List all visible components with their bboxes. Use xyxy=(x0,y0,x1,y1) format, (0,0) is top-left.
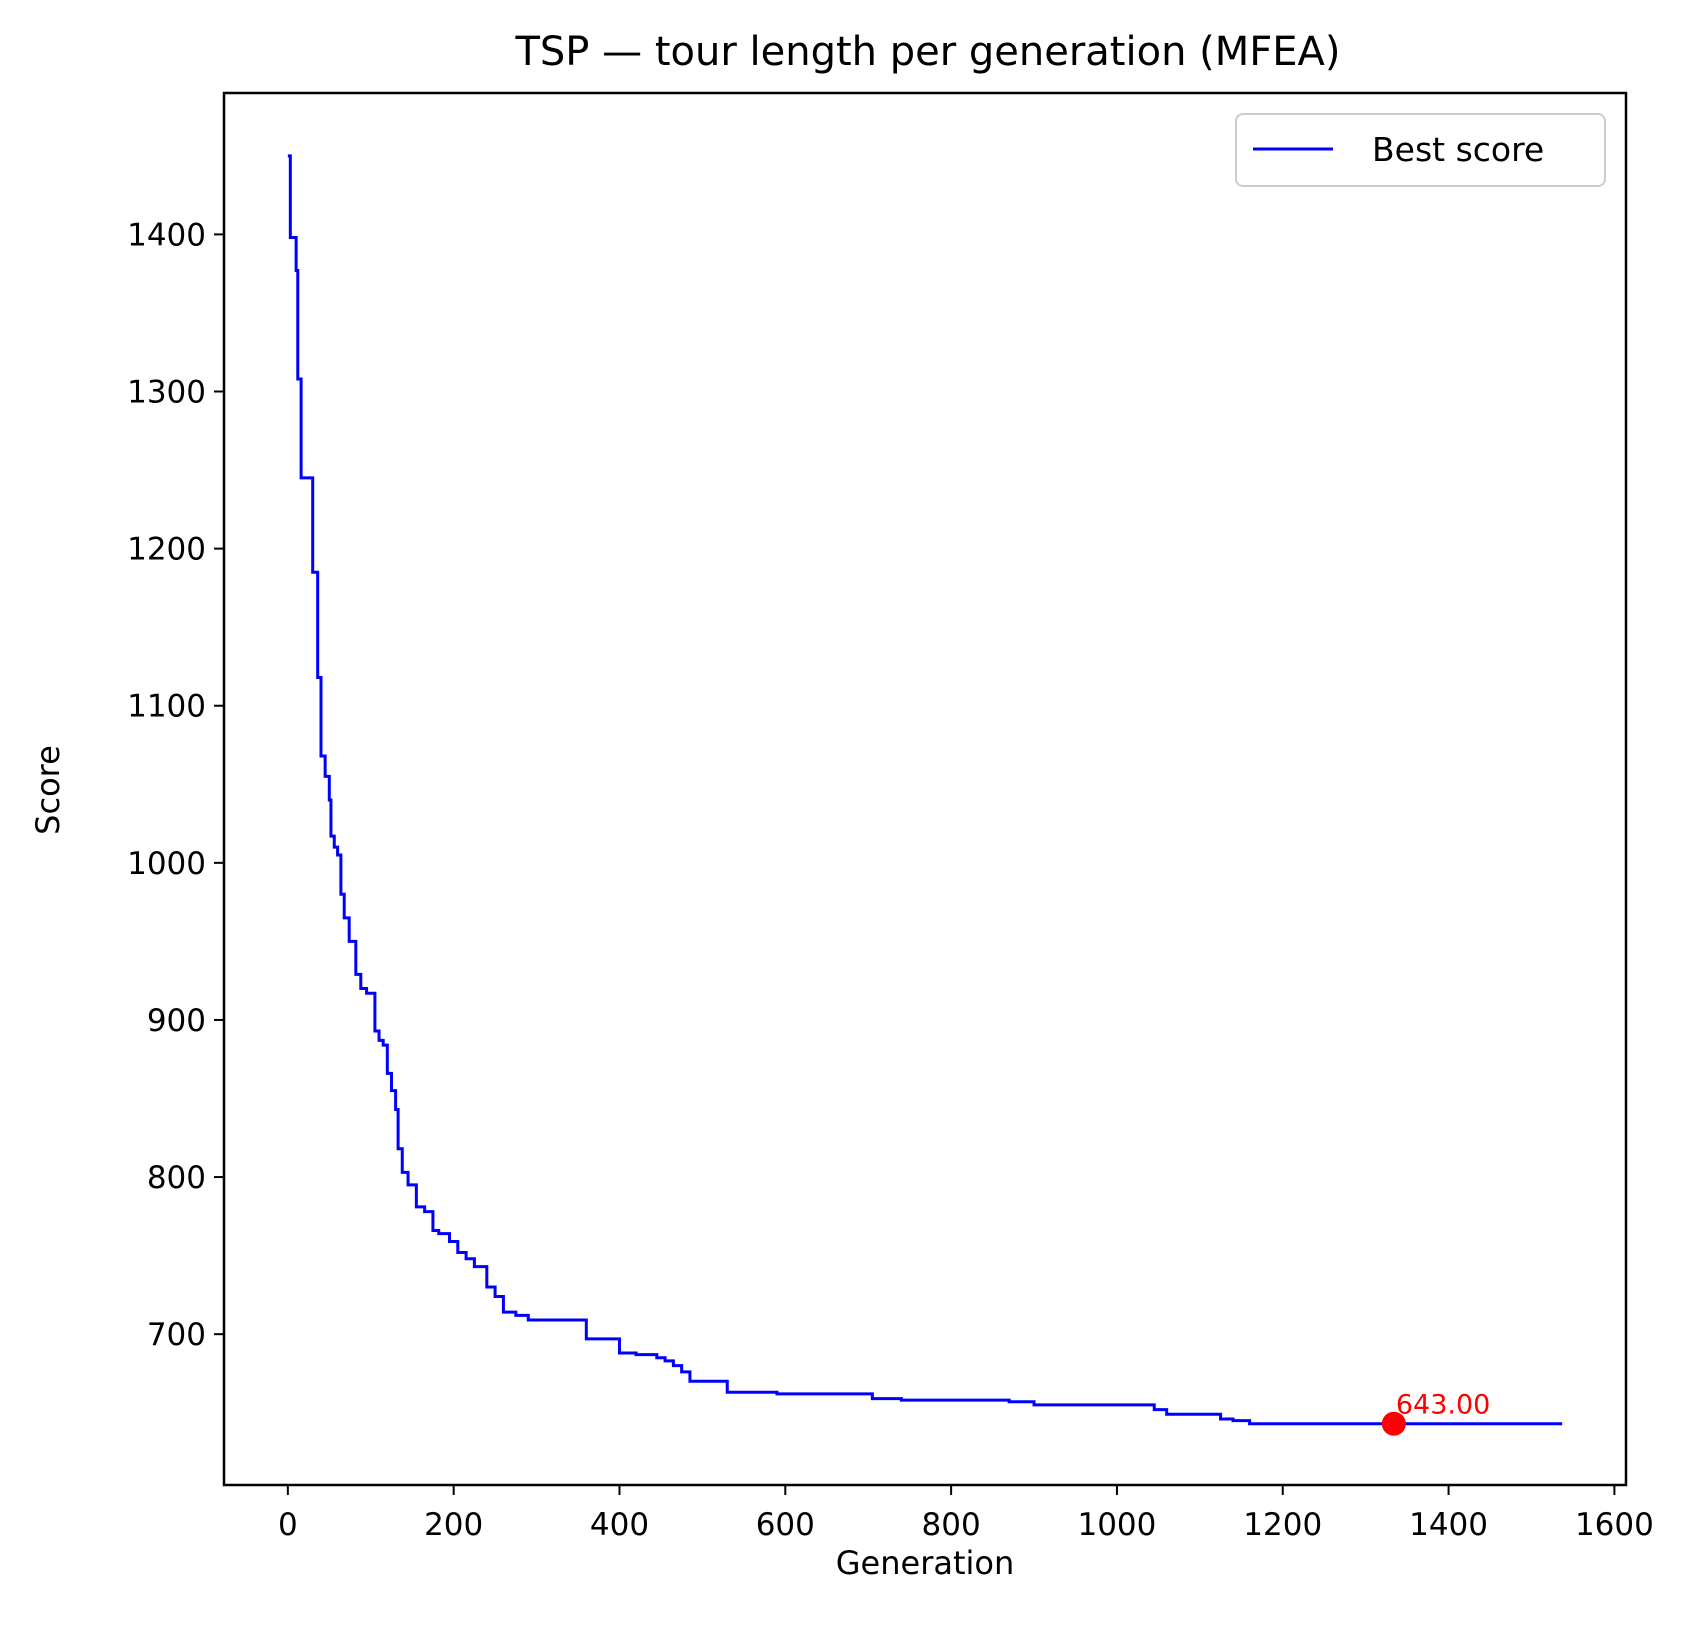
x-tick-label: 400 xyxy=(590,1507,649,1543)
best-point-label: 643.00 xyxy=(1396,1390,1490,1421)
y-tick-label: 900 xyxy=(147,1003,206,1039)
x-axis-label: Generation xyxy=(836,1544,1015,1582)
x-tick-label: 0 xyxy=(278,1507,298,1543)
best-point-marker xyxy=(1381,1411,1406,1436)
y-tick-label: 700 xyxy=(147,1317,206,1353)
x-tick-label: 1000 xyxy=(1077,1507,1156,1543)
x-tick-label: 1600 xyxy=(1575,1507,1654,1543)
legend-box xyxy=(1235,113,1606,187)
y-tick-label: 1000 xyxy=(127,846,206,882)
y-axis-label: Score xyxy=(29,745,67,835)
x-tick-label: 1200 xyxy=(1243,1507,1322,1543)
x-tick-label: 800 xyxy=(922,1507,981,1543)
series-layer: 643.00 xyxy=(287,154,1563,1436)
y-tick-label: 800 xyxy=(147,1160,206,1196)
plot-area: 643.00 xyxy=(222,91,1628,1487)
axes-frame xyxy=(222,91,1628,1487)
y-tick-label: 1400 xyxy=(127,217,206,253)
legend: Best score xyxy=(1235,113,1606,187)
chart-title: TSP — tour length per generation (MFEA) xyxy=(514,29,1340,75)
x-axis: 0 200 400 600 800 1000 1200 1400 1600 xyxy=(278,1485,1654,1543)
x-tick-label: 1400 xyxy=(1409,1507,1488,1543)
y-tick-label: 1100 xyxy=(127,689,206,725)
series-line-best-score xyxy=(287,154,1563,1426)
x-tick-label: 200 xyxy=(424,1507,483,1543)
y-axis: 700 800 900 1000 1100 1200 1300 1400 xyxy=(127,217,224,1353)
y-tick-label: 1200 xyxy=(127,532,206,568)
x-tick-label: 600 xyxy=(756,1507,815,1543)
y-tick-label: 1300 xyxy=(127,375,206,411)
legend-label-best-score: Best score xyxy=(1372,130,1544,169)
